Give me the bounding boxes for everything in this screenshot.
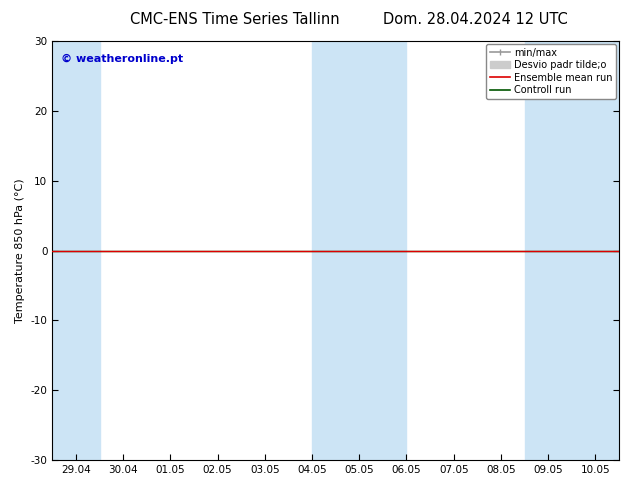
Bar bbox=[52, 41, 100, 460]
Text: Dom. 28.04.2024 12 UTC: Dom. 28.04.2024 12 UTC bbox=[383, 12, 568, 27]
Bar bbox=[524, 41, 619, 460]
Text: CMC-ENS Time Series Tallinn: CMC-ENS Time Series Tallinn bbox=[130, 12, 339, 27]
Text: © weatheronline.pt: © weatheronline.pt bbox=[61, 53, 183, 64]
Legend: min/max, Desvio padr tilde;o, Ensemble mean run, Controll run: min/max, Desvio padr tilde;o, Ensemble m… bbox=[486, 44, 616, 99]
Y-axis label: Temperature 850 hPa (°C): Temperature 850 hPa (°C) bbox=[15, 178, 25, 323]
Bar bbox=[312, 41, 406, 460]
